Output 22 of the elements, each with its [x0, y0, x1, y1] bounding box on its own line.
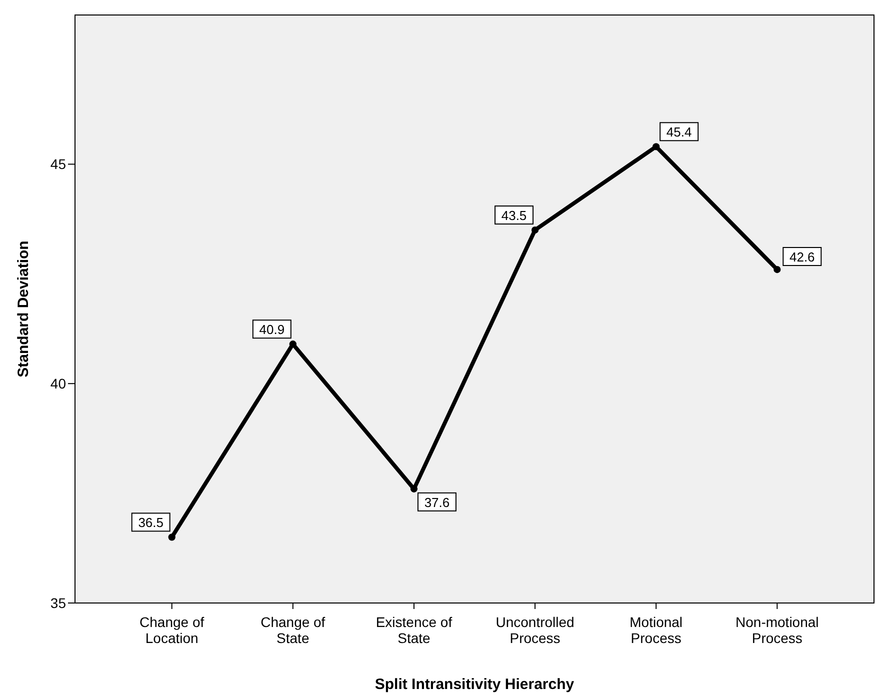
data-label: 43.5 [501, 208, 527, 224]
x-tick-label: Existence of State [376, 614, 452, 646]
point [168, 534, 176, 541]
x-tick-label: Uncontrolled Process [496, 614, 574, 646]
data-label: 40.9 [259, 322, 285, 338]
data-label: 42.6 [789, 250, 815, 265]
x-tick-label: Change of Location [140, 614, 204, 646]
x-tick-label: Motional Process [630, 614, 683, 646]
y-axis-title: Standard Deviation [15, 240, 32, 378]
data-label: 45.4 [666, 124, 692, 140]
point [289, 340, 296, 348]
y-tick-label: 45 [50, 156, 66, 172]
point [774, 266, 781, 274]
x-axis-title: Split Intransitivity Hierarchy [374, 676, 575, 693]
x-tick-label: Non-motional Process [736, 614, 819, 646]
data-label: 36.5 [138, 515, 164, 530]
point [531, 226, 539, 234]
y-tick-label: 40 [50, 376, 66, 392]
y-tick-label: 35 [50, 595, 66, 611]
x-tick-label: Change of State [260, 614, 326, 646]
point [652, 143, 660, 150]
data-label: 37.6 [424, 494, 450, 510]
